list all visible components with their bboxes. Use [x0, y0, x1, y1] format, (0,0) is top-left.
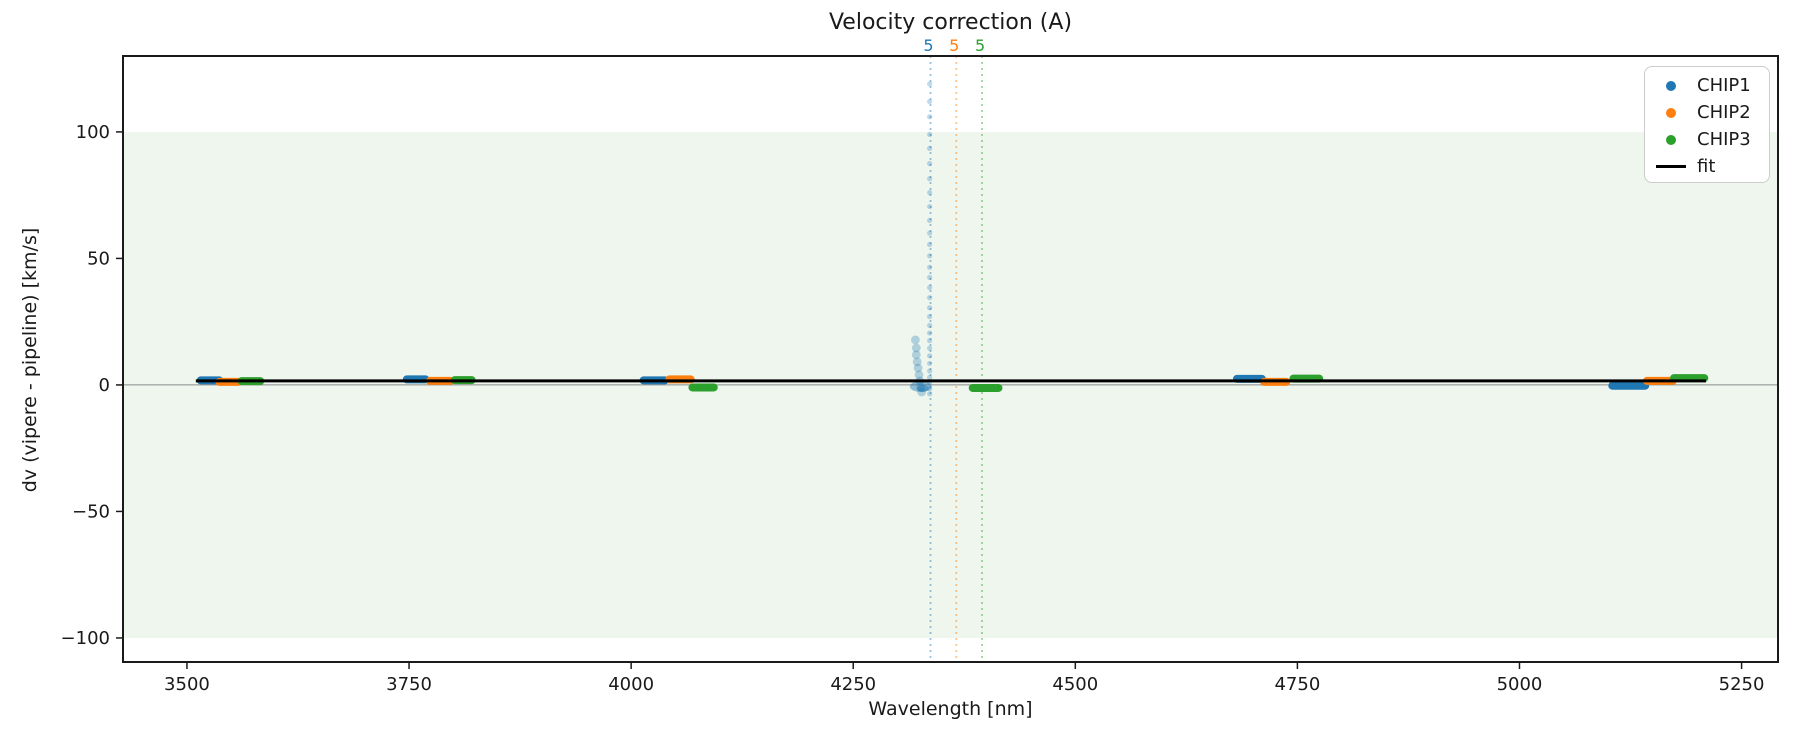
- cluster-chip3: [688, 383, 718, 392]
- y-tick-label: −50: [72, 501, 110, 522]
- vline-label-2: 5: [975, 36, 985, 55]
- chart-title: Velocity correction (A): [828, 10, 1073, 35]
- trail-dot: [927, 305, 933, 311]
- trail-dot-large: [911, 335, 920, 345]
- chip1-marker-icon: [1666, 80, 1676, 91]
- trail-dot: [927, 81, 933, 87]
- trail-dot-large: [913, 363, 923, 373]
- trail-dot: [927, 253, 933, 259]
- legend-item-chip3: CHIP3: [1645, 126, 1769, 153]
- vline-label-1: 5: [949, 36, 959, 55]
- trail-dot: [927, 160, 933, 167]
- legend-item-chip2: CHIP2: [1645, 99, 1769, 126]
- trail-dot: [927, 98, 933, 105]
- x-tick-label: 4250: [830, 674, 876, 695]
- x-tick-label: 3500: [164, 674, 210, 695]
- chip3-marker-icon: [1666, 134, 1676, 145]
- trail-dot: [927, 391, 933, 397]
- trail-dot: [927, 314, 933, 320]
- axes-spines: [122, 55, 1779, 663]
- trail-dot: [927, 203, 933, 210]
- legend-label-chip3: CHIP3: [1697, 129, 1751, 150]
- trail-dot: [927, 360, 933, 367]
- trail-dot: [927, 131, 933, 138]
- x-tick-label: 4500: [1052, 674, 1098, 695]
- y-tick-label: 100: [76, 122, 110, 143]
- x-tick-label: 5000: [1497, 674, 1543, 695]
- trail-dot-large: [911, 350, 921, 360]
- trail-end-blob-core: [916, 384, 929, 392]
- trail-dot: [927, 338, 933, 344]
- trail-dot: [927, 322, 933, 329]
- legend-label-chip2: CHIP2: [1697, 102, 1751, 123]
- x-tick-label: 5250: [1719, 674, 1765, 695]
- trail-dot: [927, 345, 933, 351]
- trail-dot: [927, 353, 933, 359]
- x-tick-label: 4000: [608, 674, 654, 695]
- vline-label-0: 5: [923, 36, 933, 55]
- trail-dot: [927, 190, 933, 196]
- legend-label-fit: fit: [1697, 156, 1716, 177]
- legend-item-fit: fit: [1645, 153, 1769, 180]
- legend-item-chip1: CHIP1: [1645, 72, 1769, 99]
- x-axis-label: Wavelength [nm]: [868, 698, 1033, 720]
- trail-dot-large: [911, 343, 921, 353]
- cluster-chip3: [968, 383, 1003, 392]
- trail-dot: [927, 241, 933, 248]
- chip2-marker-icon: [1666, 107, 1676, 118]
- trail-dot: [927, 114, 933, 120]
- trail-dot: [927, 295, 933, 301]
- x-tick-label: 4750: [1274, 674, 1320, 695]
- trail-dot-large: [914, 370, 924, 380]
- y-tick-label: 50: [87, 248, 110, 269]
- trail-dot: [927, 230, 933, 236]
- trail-dot: [927, 217, 933, 224]
- y-tick-label: −100: [61, 628, 110, 649]
- trail-dot: [927, 264, 933, 270]
- y-tick-label: 0: [99, 375, 110, 396]
- fit-line-icon: [1656, 165, 1686, 168]
- trail-dot: [927, 374, 933, 380]
- trail-dot: [927, 330, 933, 336]
- trail-dot: [927, 368, 933, 374]
- trail-dot-large: [912, 357, 922, 367]
- legend: CHIP1 CHIP2 CHIP3 fit: [1644, 66, 1770, 183]
- trail-dot: [927, 274, 933, 280]
- x-tick-label: 3750: [386, 674, 432, 695]
- trail-dot: [927, 284, 933, 291]
- legend-label-chip1: CHIP1: [1697, 75, 1751, 96]
- trail-dot: [927, 176, 933, 182]
- trail-dot: [927, 145, 933, 151]
- cluster-chip1: [1608, 381, 1650, 390]
